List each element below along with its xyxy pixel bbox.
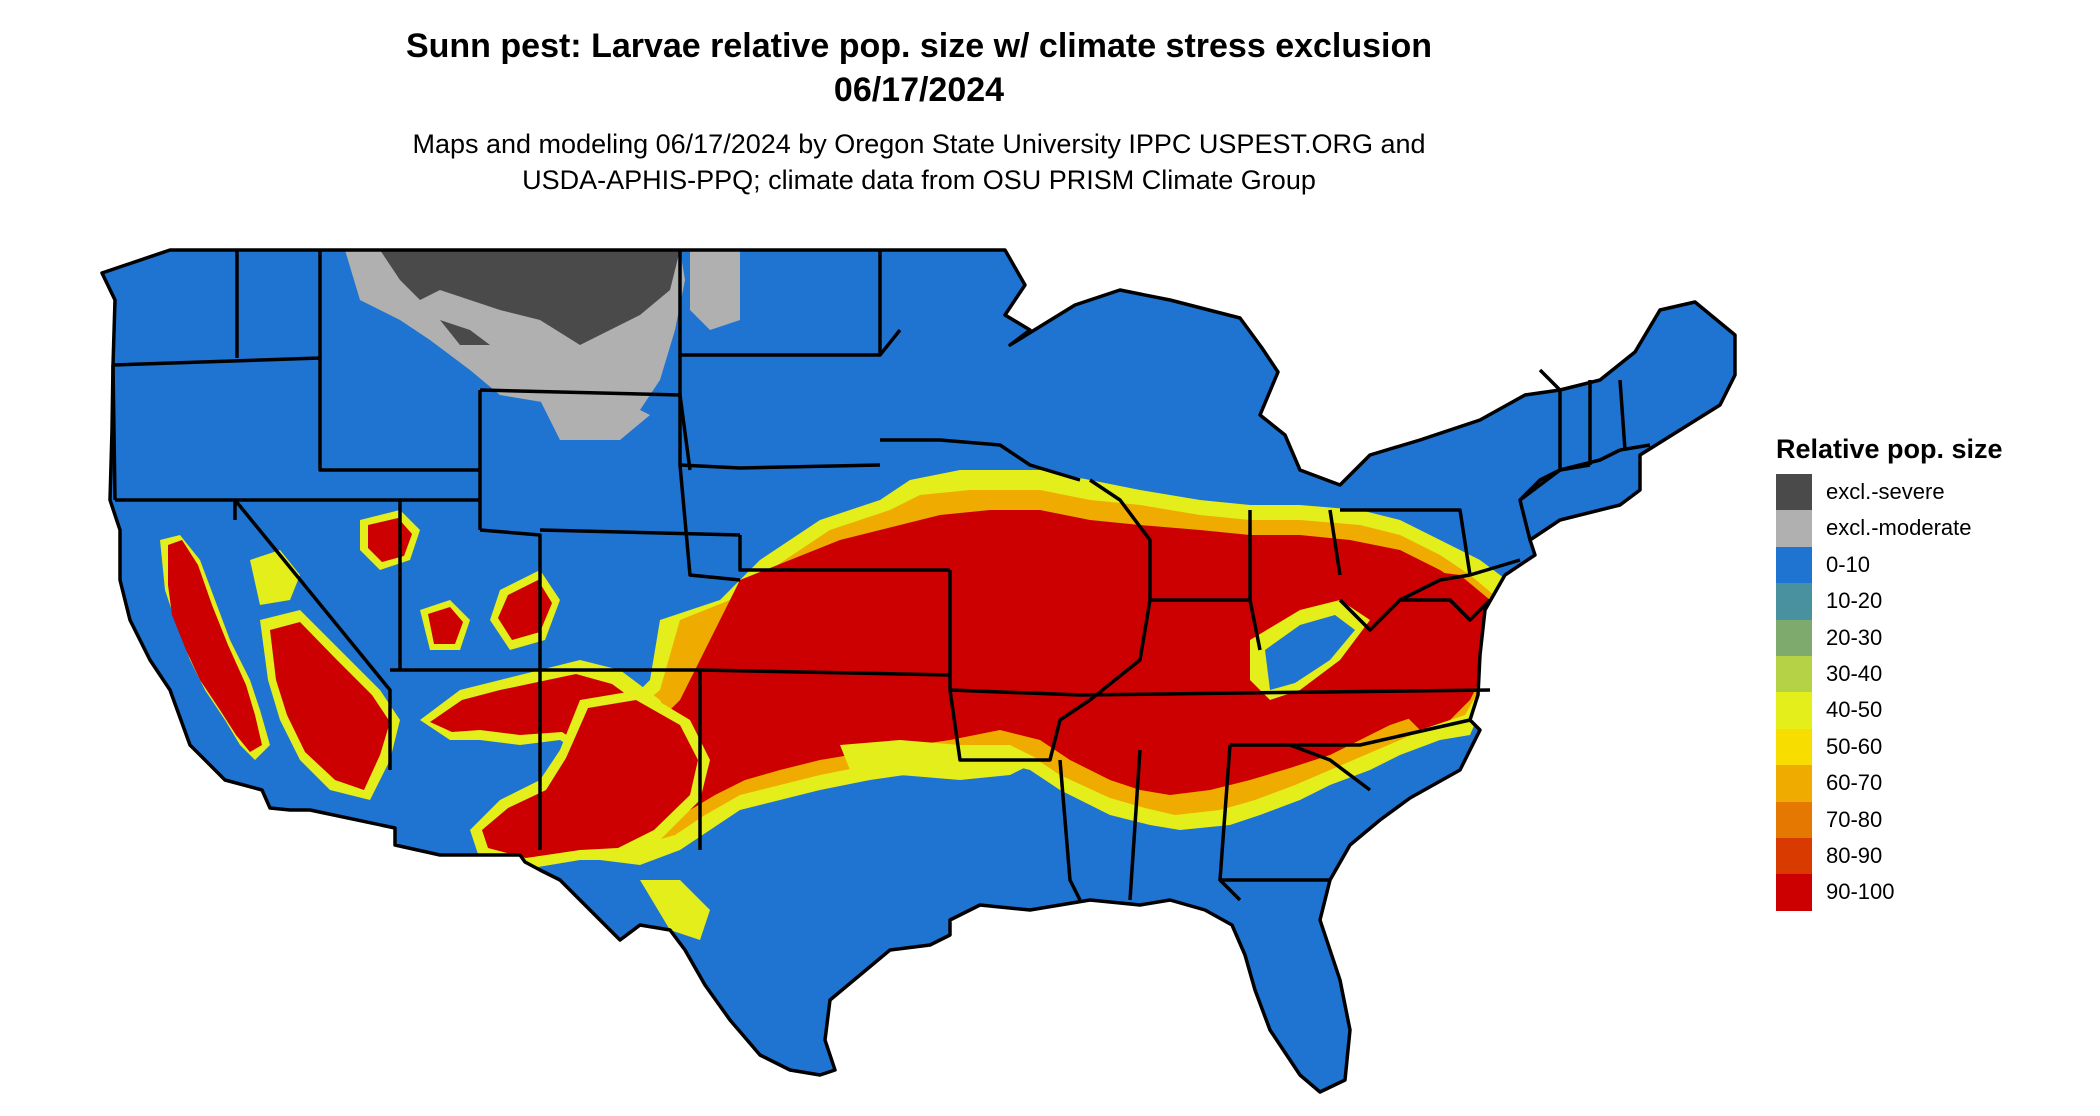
legend-item: 30-40 xyxy=(1776,655,2076,693)
legend-item: excl.-severe xyxy=(1776,474,2076,511)
legend-swatch xyxy=(1776,874,1812,911)
legend-label: 20-30 xyxy=(1826,624,1883,650)
legend-swatch xyxy=(1776,619,1812,656)
legend-label: 30-40 xyxy=(1826,660,1883,686)
legend-swatch xyxy=(1776,765,1812,802)
legend-label: 70-80 xyxy=(1826,806,1883,832)
legend-label: 80-90 xyxy=(1826,842,1883,868)
legend-label: 0-10 xyxy=(1826,551,1871,577)
legend-label: 40-50 xyxy=(1826,697,1883,723)
legend-swatch xyxy=(1776,837,1812,875)
legend-swatch xyxy=(1776,474,1812,511)
legend-label: 50-60 xyxy=(1826,733,1883,759)
legend-swatch xyxy=(1776,510,1812,547)
map-date: 06/17/2024 xyxy=(833,71,1005,109)
credit-line-2: USDA-APHIS-PPQ; climate data from OSU PR… xyxy=(522,165,1316,195)
legend-title: Relative pop. size xyxy=(1776,434,2003,464)
legend-item: 0-10 xyxy=(1776,546,2076,584)
legend-item: 40-50 xyxy=(1776,692,2076,729)
legend-swatch xyxy=(1776,583,1812,620)
credit-line-1: Maps and modeling 06/17/2024 by Oregon S… xyxy=(412,129,1426,159)
legend-label: excl.-severe xyxy=(1826,479,1945,504)
legend-item: 80-90 xyxy=(1776,837,2076,875)
legend: Relative pop. size excl.-severe excl.-mod… xyxy=(1776,432,2076,911)
map-title: Sunn pest: Larvae relative pop. size w/ … xyxy=(405,27,1433,65)
legend-items: excl.-severe excl.-moderate 0-10 10-20 20-30… xyxy=(1776,474,2076,911)
legend-swatch xyxy=(1776,655,1812,693)
legend-label: 10-20 xyxy=(1826,588,1883,614)
legend-swatch xyxy=(1776,728,1812,766)
legend-label: 90-100 xyxy=(1826,879,1895,905)
legend-swatch xyxy=(1776,546,1812,584)
state-borders xyxy=(100,248,1737,1094)
legend-item: excl.-moderate xyxy=(1776,510,2076,547)
legend-swatch xyxy=(1776,692,1812,729)
legend-item: 10-20 xyxy=(1776,583,2076,620)
legend-item: 20-30 xyxy=(1776,619,2076,656)
legend-swatch xyxy=(1776,801,1812,838)
legend-item: 70-80 xyxy=(1776,801,2076,838)
legend-item: 50-60 xyxy=(1776,728,2076,766)
legend-item: 60-70 xyxy=(1776,765,2076,802)
legend-item: 90-100 xyxy=(1776,874,2076,911)
legend-label: excl.-moderate xyxy=(1826,515,1972,541)
legend-label: 60-70 xyxy=(1826,770,1883,796)
